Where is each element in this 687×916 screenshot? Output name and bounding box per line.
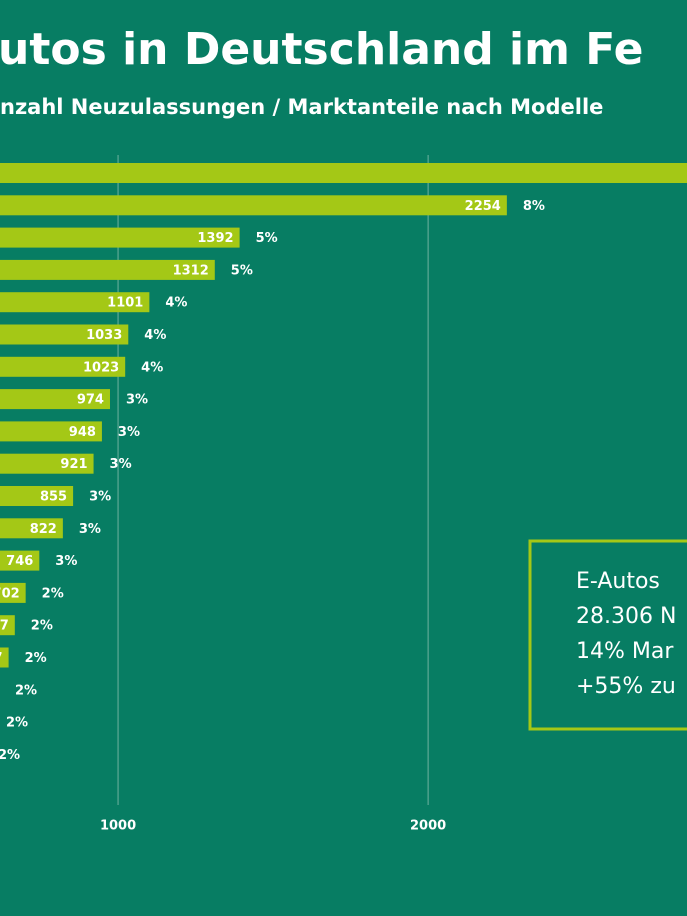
value-label: 1023 [83,360,119,375]
share-label: 3% [55,554,77,569]
bar [0,356,126,377]
share-label: 2% [42,586,64,601]
value-label: 1392 [197,231,233,246]
annotation-box [528,539,687,731]
value-label: 746 [6,554,33,569]
value-label: 702 [0,586,20,601]
share-label: 2% [15,683,37,698]
bar [0,486,74,506]
value-label: 667 [0,619,9,634]
bar [0,227,240,248]
bar [0,389,110,410]
annotation-text: 28.306 N [576,604,676,629]
share-label: 2% [31,619,53,634]
share-label: 4% [165,296,187,311]
share-label: 3% [110,457,132,472]
bar [0,259,215,280]
value-label: 822 [30,522,57,537]
value-label: 974 [77,393,104,408]
bar [0,421,102,442]
bar [0,582,26,603]
x-tick-label: 2000 [410,819,446,834]
annotation-text: E-Autos [576,569,660,594]
value-label: 1312 [173,263,209,278]
share-label: 3% [118,425,140,440]
value-label: 948 [69,425,96,440]
annotation-text: 14% Mar [576,639,674,664]
share-label: 3% [126,393,148,408]
chart-subtitle: nzahl Neuzulassungen / Marktanteile nach… [0,95,603,119]
bar [0,195,507,216]
bar [0,647,9,668]
share-label: 4% [144,328,166,343]
share-label: 2% [6,716,28,731]
chart-title: utos in Deutschland im Fe [0,24,643,75]
value-label: 921 [60,457,87,472]
bar [0,615,15,636]
share-label: 5% [231,263,253,278]
share-label: 2% [25,651,47,666]
value-label: 855 [40,490,67,505]
x-tick-label: 1000 [100,819,136,834]
share-label: 2% [0,748,20,763]
bar [0,550,40,571]
value-label: 1033 [86,328,122,343]
share-label: 5% [256,231,278,246]
annotation-text: +55% zu [576,674,676,699]
bar [0,453,94,474]
share-label: 3% [79,522,101,537]
bar [0,324,129,345]
share-label: 8% [523,199,545,214]
share-label: 4% [141,360,163,375]
bar [0,518,63,539]
bar [0,292,150,313]
value-label: 2254 [465,199,501,214]
value-label: 1101 [107,296,143,311]
share-label: 3% [89,490,111,505]
value-label: 647 [0,651,3,666]
bar [0,163,687,183]
